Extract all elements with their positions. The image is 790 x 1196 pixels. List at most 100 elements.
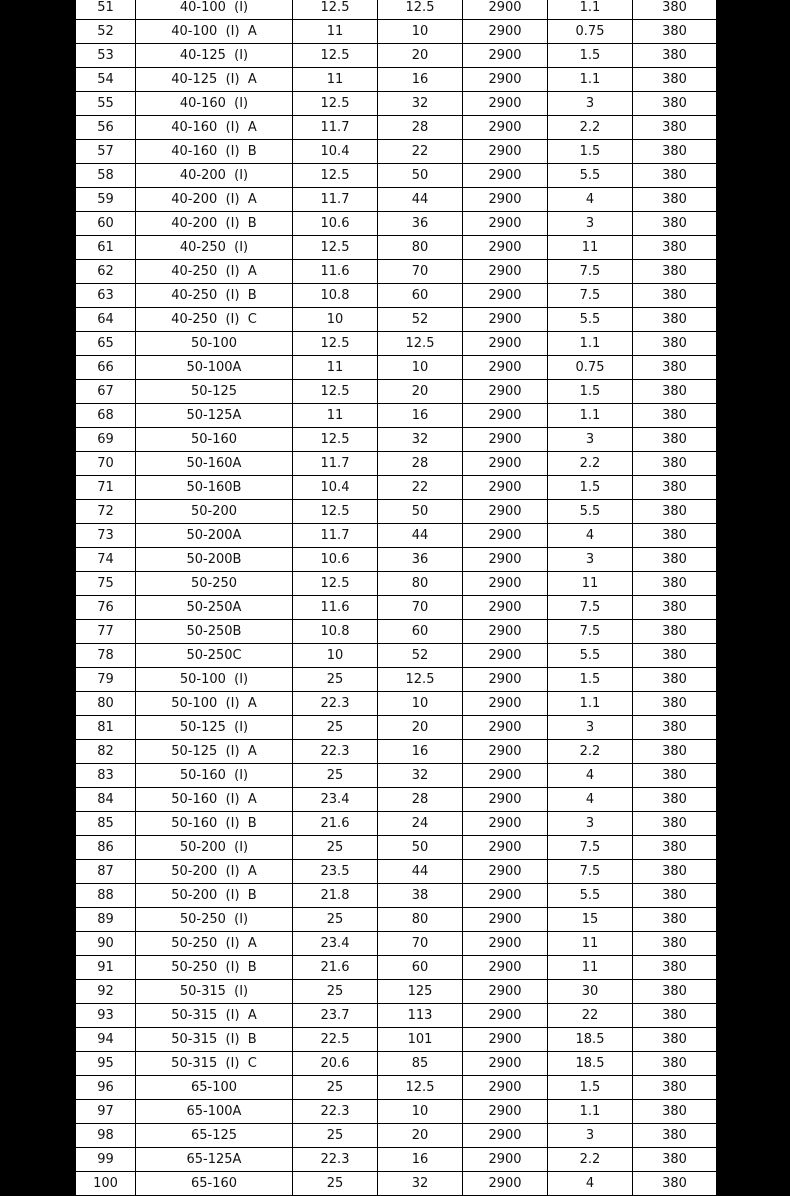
head-cell: 44	[377, 859, 463, 884]
flow-cell: 10.4	[292, 139, 378, 164]
head-cell: 28	[377, 787, 463, 812]
table-row: 76 50-250A 11.6 70 2900 7.5 380	[75, 595, 717, 620]
row-number-cell: 95	[75, 1051, 136, 1076]
speed-cell: 2900	[462, 907, 548, 932]
power-cell: 3	[547, 547, 633, 572]
voltage-cell: 380	[632, 1051, 717, 1076]
flow-cell: 11.6	[292, 259, 378, 284]
speed-cell: 2900	[462, 91, 548, 116]
row-number-cell: 70	[75, 451, 136, 476]
flow-cell: 23.4	[292, 931, 378, 956]
speed-cell: 2900	[462, 763, 548, 788]
voltage-cell: 380	[632, 1003, 717, 1028]
power-cell: 1.5	[547, 379, 633, 404]
head-cell: 22	[377, 475, 463, 500]
row-number-cell: 72	[75, 499, 136, 524]
voltage-cell: 380	[632, 19, 717, 44]
table-row: 68 50-125A 11 16 2900 1.1 380	[75, 403, 717, 428]
row-number-cell: 97	[75, 1099, 136, 1124]
table-row: 63 40-250 (I) B 10.8 60 2900 7.5 380	[75, 283, 717, 308]
row-number-cell: 79	[75, 667, 136, 692]
speed-cell: 2900	[462, 139, 548, 164]
speed-cell: 2900	[462, 211, 548, 236]
model-cell: 50-200 (I)	[135, 835, 293, 860]
voltage-cell: 380	[632, 619, 717, 644]
head-cell: 52	[377, 643, 463, 668]
row-number-cell: 94	[75, 1027, 136, 1052]
row-number-cell: 61	[75, 235, 136, 260]
power-cell: 7.5	[547, 835, 633, 860]
row-number-cell: 55	[75, 91, 136, 116]
flow-cell: 21.6	[292, 955, 378, 980]
table-row: 64 40-250 (I) C 10 52 2900 5.5 380	[75, 307, 717, 332]
row-number-cell: 56	[75, 115, 136, 140]
model-cell: 50-125	[135, 379, 293, 404]
voltage-cell: 380	[632, 691, 717, 716]
row-number-cell: 92	[75, 979, 136, 1004]
power-cell: 11	[547, 955, 633, 980]
table-row: 62 40-250 (I) A 11.6 70 2900 7.5 380	[75, 259, 717, 284]
power-cell: 3	[547, 811, 633, 836]
voltage-cell: 380	[632, 379, 717, 404]
flow-cell: 12.5	[292, 331, 378, 356]
model-cell: 50-100	[135, 331, 293, 356]
model-cell: 50-160 (I) A	[135, 787, 293, 812]
model-cell: 40-160 (I) B	[135, 139, 293, 164]
table-row: 88 50-200 (I) B 21.8 38 2900 5.5 380	[75, 883, 717, 908]
flow-cell: 25	[292, 667, 378, 692]
voltage-cell: 380	[632, 235, 717, 260]
head-cell: 12.5	[377, 1075, 463, 1100]
head-cell: 24	[377, 811, 463, 836]
row-number-cell: 80	[75, 691, 136, 716]
speed-cell: 2900	[462, 163, 548, 188]
table-row: 57 40-160 (I) B 10.4 22 2900 1.5 380	[75, 139, 717, 164]
speed-cell: 2900	[462, 235, 548, 260]
power-cell: 3	[547, 211, 633, 236]
table-row: 52 40-100 (I) A 11 10 2900 0.75 380	[75, 19, 717, 44]
power-cell: 1.1	[547, 1099, 633, 1124]
flow-cell: 11.7	[292, 523, 378, 548]
voltage-cell: 380	[632, 595, 717, 620]
model-cell: 50-200	[135, 499, 293, 524]
row-number-cell: 90	[75, 931, 136, 956]
voltage-cell: 380	[632, 1075, 717, 1100]
voltage-cell: 380	[632, 667, 717, 692]
row-number-cell: 77	[75, 619, 136, 644]
table-row: 89 50-250 (I) 25 80 2900 15 380	[75, 907, 717, 932]
flow-cell: 25	[292, 907, 378, 932]
voltage-cell: 380	[632, 43, 717, 68]
speed-cell: 2900	[462, 379, 548, 404]
model-cell: 50-250 (I)	[135, 907, 293, 932]
row-number-cell: 51	[75, 0, 136, 20]
pump-spec-table: 51 40-100 (I) 12.5 12.5 2900 1.1 380 52 40-100 (…	[75, 0, 717, 1196]
table-row: 87 50-200 (I) A 23.5 44 2900 7.5 380	[75, 859, 717, 884]
head-cell: 50	[377, 499, 463, 524]
voltage-cell: 380	[632, 67, 717, 92]
table-row: 97 65-100A 22.3 10 2900 1.1 380	[75, 1099, 717, 1124]
flow-cell: 10	[292, 643, 378, 668]
table-row: 82 50-125 (I) A 22.3 16 2900 2.2 380	[75, 739, 717, 764]
power-cell: 3	[547, 427, 633, 452]
voltage-cell: 380	[632, 715, 717, 740]
model-cell: 50-315 (I) A	[135, 1003, 293, 1028]
model-cell: 50-100 (I)	[135, 667, 293, 692]
table-row: 79 50-100 (I) 25 12.5 2900 1.5 380	[75, 667, 717, 692]
head-cell: 16	[377, 1147, 463, 1172]
head-cell: 28	[377, 115, 463, 140]
speed-cell: 2900	[462, 955, 548, 980]
flow-cell: 25	[292, 1075, 378, 1100]
row-number-cell: 53	[75, 43, 136, 68]
speed-cell: 2900	[462, 1147, 548, 1172]
model-cell: 50-250A	[135, 595, 293, 620]
table-row: 71 50-160B 10.4 22 2900 1.5 380	[75, 475, 717, 500]
power-cell: 11	[547, 235, 633, 260]
power-cell: 2.2	[547, 451, 633, 476]
head-cell: 32	[377, 91, 463, 116]
table-row: 98 65-125 25 20 2900 3 380	[75, 1123, 717, 1148]
row-number-cell: 85	[75, 811, 136, 836]
table-row: 72 50-200 12.5 50 2900 5.5 380	[75, 499, 717, 524]
speed-cell: 2900	[462, 403, 548, 428]
head-cell: 20	[377, 1123, 463, 1148]
power-cell: 18.5	[547, 1027, 633, 1052]
flow-cell: 11.7	[292, 115, 378, 140]
